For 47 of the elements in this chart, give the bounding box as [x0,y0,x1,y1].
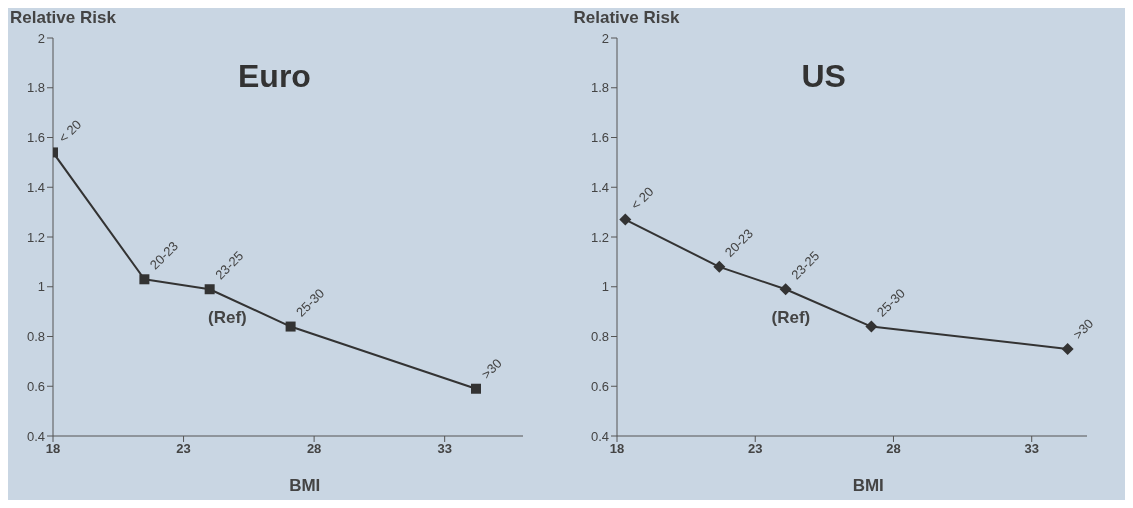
y-tick-label: 1.4 [590,179,609,195]
annotation: >30 [478,355,505,382]
y-tick-label: 0.6 [590,378,609,394]
y-tick-label: 0.8 [26,329,45,345]
point [139,274,150,285]
x-tick-label: 28 [885,441,901,457]
y-tick-label: 1 [601,279,609,295]
y-tick-label: 2 [601,30,609,46]
y-tick-label: 1.8 [590,80,609,96]
x-tick-label: 23 [747,441,762,457]
x-tick-label: 18 [45,441,61,457]
text: US [801,58,846,95]
x-tick-label: 23 [176,441,191,457]
point [204,284,215,295]
point [712,260,725,273]
y-tick-label: 1.6 [590,130,609,146]
point [1061,342,1074,355]
y-axis-title: Relative Risk [10,8,116,28]
annotation: (Ref) [208,308,247,328]
point [471,383,481,394]
point [285,321,296,332]
y-tick-label: 1.6 [26,130,45,146]
text: Euro [238,58,311,95]
x-tick-label: 33 [1023,441,1039,457]
annotation: >30 [1069,315,1096,343]
y-tick-label: 0.6 [26,378,45,394]
y-tick-label: 2 [37,30,45,46]
y-tick-label: 1.2 [590,229,609,245]
point [864,320,877,333]
y-axis-title: Relative Risk [573,8,680,28]
y-tick-label: 1.4 [26,179,45,195]
point [618,213,631,226]
y-tick-label: 1 [37,279,45,295]
x-tick-label: 33 [437,441,452,457]
annotation: < 20 [627,183,657,213]
x-tick-label: 28 [306,441,322,457]
x-tick-label: 18 [609,441,624,457]
annotation: (Ref) [771,308,811,328]
y-tick-label: 0.4 [26,428,45,444]
annotation: < 20 [55,116,85,146]
x-axis-title: BMI [851,476,885,496]
y-tick-label: 0.8 [590,329,609,345]
y-tick-label: 1.8 [26,80,45,96]
point [779,283,792,296]
x-axis-title: BMI [288,476,322,496]
y-tick-label: 0.4 [590,428,609,444]
y-tick-label: 1.2 [26,229,45,245]
